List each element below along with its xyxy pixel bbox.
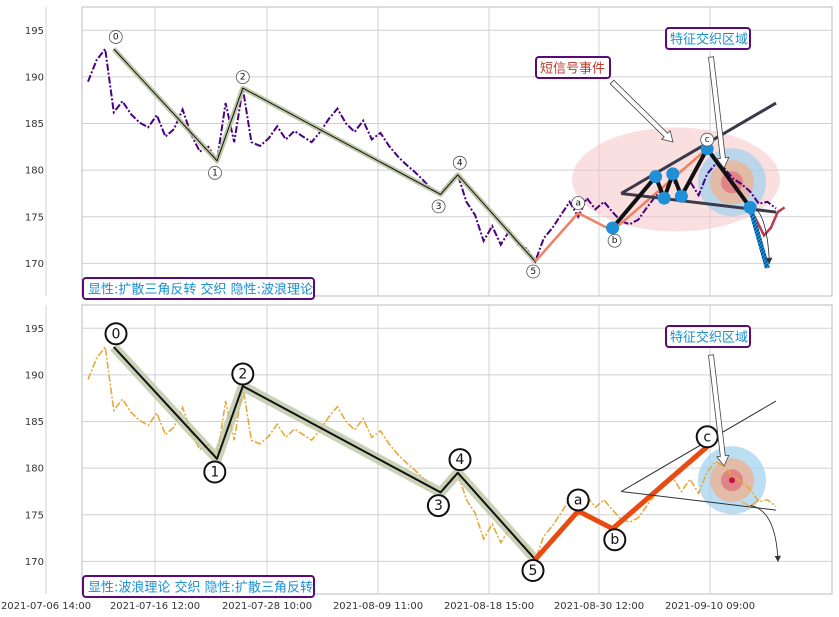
wave-label: c: [705, 135, 710, 145]
y-tick-label: 185: [25, 119, 44, 130]
y-ticks-bottom: 170 175 180 185 190 195: [25, 324, 44, 568]
forecast-bar: [747, 206, 770, 269]
zone-arrow-bottom: [708, 354, 730, 467]
forecast-arrow: [750, 505, 781, 563]
wave-label-circle: [521, 559, 545, 583]
touch-point: [666, 167, 680, 181]
x-tick-label: 2021-07-16 12:00: [110, 601, 200, 612]
wave-label-circle: [231, 362, 255, 386]
y-tick-label: 190: [25, 72, 44, 83]
legend-bottom: 显性:波浪理论 交织 隐性:扩散三角反转: [82, 575, 315, 598]
wave-label: 0: [112, 326, 121, 342]
wave-label-circle: [452, 155, 467, 170]
wave-label-circle: [235, 70, 250, 85]
legend-top-text: 显性:扩散三角反转 交织 隐性:波浪理论: [88, 282, 313, 298]
y-tick-label: 175: [25, 510, 44, 521]
zone-callout-top: 特征交织区域: [665, 27, 751, 50]
touch-point: [606, 221, 620, 235]
wave-label: 2: [240, 73, 246, 83]
wave-label: 1: [210, 465, 219, 481]
triangle-line-upper: [620, 400, 777, 492]
legend-bottom-text: 显性:波浪理论 交织 隐性:扩散三角反转: [88, 580, 313, 596]
wave-label-circle: [426, 494, 450, 518]
wave-label: 5: [530, 267, 536, 277]
forecast-thin: [741, 499, 760, 508]
touch-point: [743, 200, 757, 214]
zone-callout-bottom: 特征交织区域: [665, 325, 751, 348]
panel-top: 170 175 180 185 190 195 0 1 2 3 4 5 a b c: [25, 6, 833, 297]
corrective-line: [533, 444, 709, 562]
feature-point: [729, 477, 735, 484]
wave-label-circle: [526, 264, 541, 279]
legend-top-box: [82, 277, 315, 300]
wave-label-circle: [700, 132, 715, 147]
y-tick-label: 185: [25, 417, 44, 428]
y-tick-label: 175: [25, 212, 44, 223]
wave-label: 5: [529, 563, 538, 579]
wave-label-circle: [448, 448, 472, 472]
zone-top-text: 特征交织区域: [670, 32, 748, 48]
short-signal-callout: 短信号事件: [535, 56, 611, 79]
wave-label-circle: [431, 199, 446, 214]
x-tick-label: 2021-07-06 14:00: [1, 601, 91, 612]
wave-label: 3: [436, 202, 442, 212]
wave-line: [113, 48, 536, 262]
zone-top-box: [665, 27, 751, 50]
panel-bottom: 170 175 180 185 190 195 0 1 2 3 4 5 a b c: [25, 304, 833, 595]
top-content: 0 1 2 3 4 5 a b c: [87, 30, 786, 279]
wave-label: b: [610, 532, 619, 548]
wave-label: c: [703, 429, 711, 445]
wave-label: 4: [457, 158, 463, 168]
zone-arrow-top: [708, 56, 730, 169]
wave-label: 0: [113, 32, 119, 42]
y-tick-label: 180: [25, 464, 44, 475]
x-tick-label: 2021-08-30 12:00: [554, 601, 644, 612]
wave-label: 3: [434, 498, 443, 514]
short-signal-box: [535, 56, 611, 79]
touch-point: [674, 189, 688, 203]
y-tick-label: 180: [25, 166, 44, 177]
wave-label-circle: [571, 196, 586, 210]
legend-top: 显性:扩散三角反转 交织 隐性:波浪理论: [82, 277, 315, 300]
wave-label-circle: [603, 528, 627, 552]
wave-label: a: [575, 199, 581, 209]
bottom-content: 0 1 2 3 4 5 a b c: [87, 322, 781, 583]
wave-label: a: [574, 493, 583, 509]
y-tick-label: 170: [25, 259, 44, 270]
wave-label-circle: [208, 165, 222, 180]
wave-label: 4: [456, 452, 465, 468]
x-tick-labels: 2021-07-06 14:00 2021-07-16 12:00 2021-07-…: [1, 601, 755, 612]
wave-label-circle: [108, 30, 123, 44]
short-signal-arrow: [609, 79, 674, 143]
zone-bottom-text: 特征交织区域: [670, 330, 748, 346]
touch-point: [657, 191, 671, 205]
legend-bottom-box: [82, 575, 315, 598]
touch-point: [649, 170, 663, 184]
triangle-line-upper: [620, 101, 777, 195]
x-tick-label: 2021-08-18 15:00: [444, 601, 534, 612]
y-tick-label: 195: [25, 324, 44, 335]
y-tick-label: 170: [25, 557, 44, 568]
y-tick-label: 195: [25, 26, 44, 37]
bottom-callouts: [708, 354, 730, 467]
wave-label: 1: [212, 168, 218, 178]
wave-label-circle: [607, 233, 622, 248]
top-callouts: [609, 56, 730, 169]
wave-label-circle: [566, 488, 590, 512]
short-signal-text: 短信号事件: [540, 62, 605, 77]
x-tick-label: 2021-08-09 11:00: [333, 601, 423, 612]
y-ticks-top: 170 175 180 185 190 195: [25, 26, 44, 270]
wave-label-circle: [104, 322, 128, 346]
x-tick-label: 2021-09-10 09:00: [665, 601, 755, 612]
wave-label: b: [612, 236, 618, 246]
y-tick-label: 190: [25, 370, 44, 381]
zone-bottom-box: [665, 325, 751, 348]
grid-bottom: [45, 305, 832, 594]
x-tick-label: 2021-07-28 10:00: [222, 601, 312, 612]
wave-line: [113, 346, 536, 561]
wave-label: 2: [238, 367, 247, 383]
wave-label-circle: [203, 460, 227, 484]
